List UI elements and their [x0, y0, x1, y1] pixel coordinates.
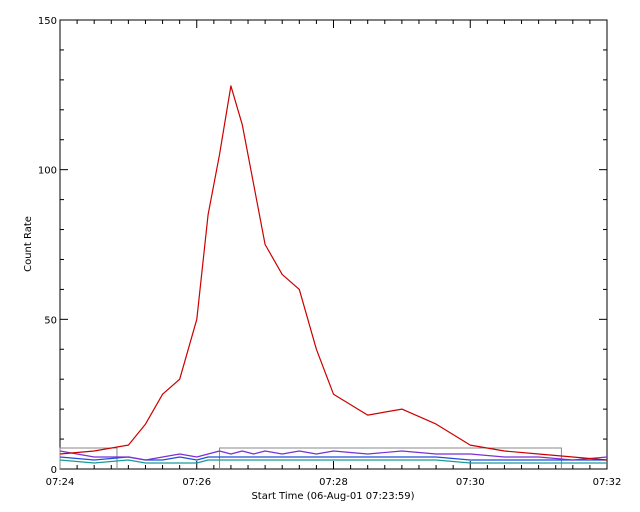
x-tick-label: 07:32 — [593, 477, 622, 488]
x-tick-label: 07:26 — [182, 477, 211, 488]
series-line-4 — [59, 459, 607, 464]
x-tick-labels: 07:24 07:26 07:28 07:30 07:32 — [46, 477, 622, 488]
y-tick-label: 0 — [51, 465, 57, 476]
y-tick-labels: 0 50 100 150 — [38, 16, 57, 476]
y-axis-label: Count Rate — [23, 216, 34, 272]
x-tick-label: 07:30 — [456, 477, 485, 488]
series-line-1 — [59, 85, 608, 461]
x-axis-label: Start Time (06-Aug-01 07:23:59) — [251, 491, 414, 502]
axis-ticks — [59, 19, 608, 470]
plot-frame — [59, 19, 608, 470]
y-tick-label: 100 — [38, 166, 57, 177]
series-line-2 — [59, 450, 608, 461]
x-tick-label: 07:28 — [319, 477, 348, 488]
x-tick-label: 07:24 — [46, 477, 75, 488]
y-tick-label: 50 — [44, 315, 57, 326]
y-tick-label: 150 — [38, 16, 57, 27]
series-line-3 — [59, 456, 607, 461]
series-layer — [59, 85, 608, 464]
